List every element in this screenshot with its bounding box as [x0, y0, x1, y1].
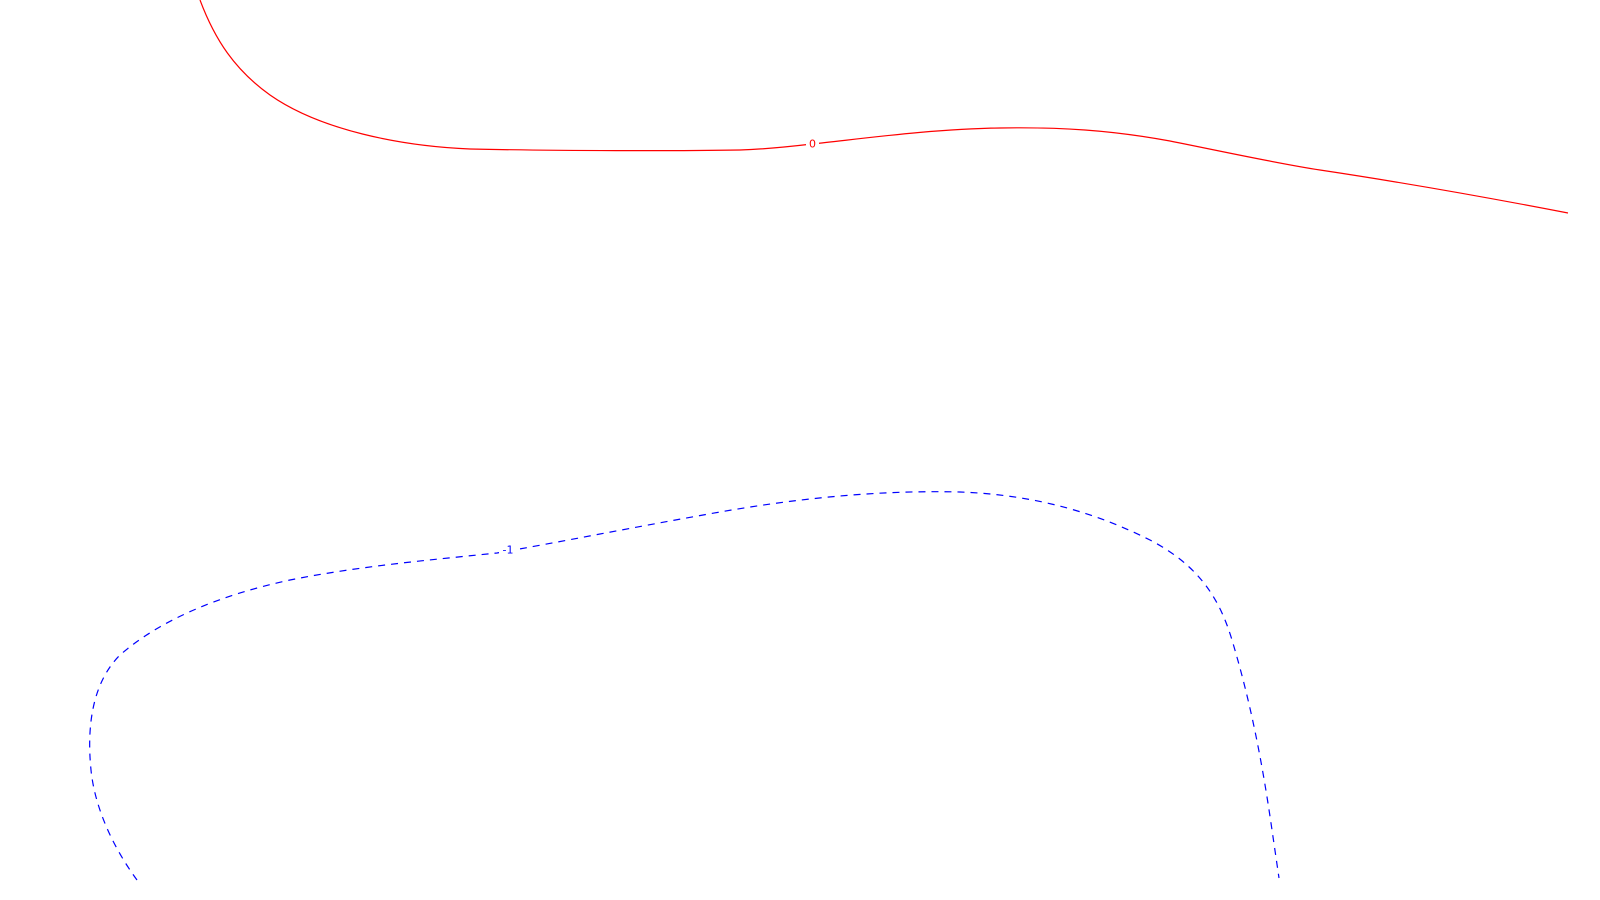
- contour-line-neg-1: [89, 491, 1280, 881]
- contour-line-0: [199, 0, 1569, 214]
- contour-label-0-gap: [806, 137, 819, 150]
- contour-label-neg-1-gap: [499, 543, 519, 556]
- contour-label-neg-1: -1: [503, 544, 514, 557]
- contour-label-0: 0: [809, 138, 816, 151]
